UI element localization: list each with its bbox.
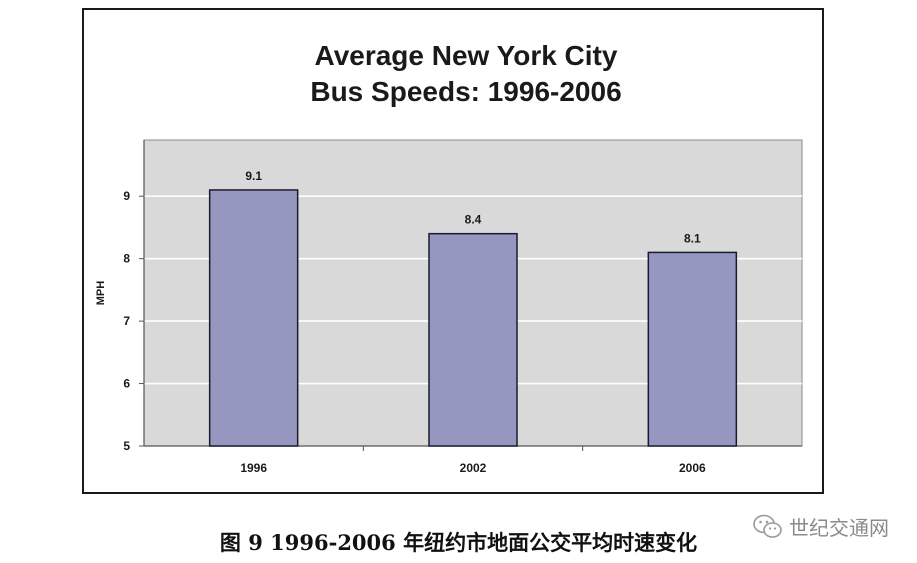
bar-1996 — [208, 189, 299, 447]
watermark-text: 世纪交通网 — [789, 516, 889, 540]
y-tick-label: 6 — [123, 377, 130, 391]
chart-title: Average New York City — [315, 40, 618, 71]
figure-caption: 图 9 1996-2006 年纽约市地面公交平均时速变化 — [219, 530, 698, 555]
y-tick-label: 8 — [123, 252, 130, 266]
data-label-2002: 8.4 — [465, 213, 482, 227]
watermark: 世纪交通网 — [753, 512, 889, 541]
y-tick-label: 7 — [123, 314, 130, 328]
bar-2006 — [647, 251, 738, 447]
y-tick-label: 5 — [123, 439, 130, 453]
x-tick-label-1996: 1996 — [240, 461, 267, 475]
bar-2002 — [428, 232, 518, 447]
y-tick-label: 9 — [123, 189, 130, 203]
data-label-2006: 8.1 — [684, 231, 701, 245]
x-tick-label-2006: 2006 — [679, 461, 706, 475]
chart-subtitle: Bus Speeds: 1996-2006 — [310, 76, 621, 107]
y-axis-label: MPH — [95, 281, 107, 306]
wechat-icon — [753, 514, 782, 538]
bar-chart: Average New York City Bus Speeds: 1996-20… — [95, 40, 803, 475]
data-label-1996: 9.1 — [245, 169, 262, 183]
chart-frame: Average New York City Bus Speeds: 1996-20… — [82, 8, 824, 494]
x-tick-label-2002: 2002 — [460, 461, 487, 475]
